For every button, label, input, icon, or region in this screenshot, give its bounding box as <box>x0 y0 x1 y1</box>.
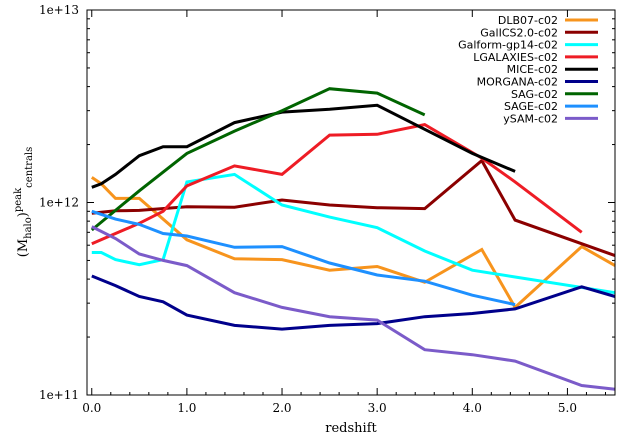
y-axis-label-close: ) <box>16 212 31 217</box>
series-line-MICE-c02 <box>91 103 516 189</box>
x-tick-label: 3.0 <box>368 401 387 415</box>
y-tick-label: 1e+11 <box>39 388 79 402</box>
x-tick-label: 0.0 <box>82 401 101 415</box>
y-axis-label: (Mhalo)peakcentrals <box>13 147 35 258</box>
legend-label: MICE-c02 <box>507 63 558 76</box>
y-tick-label: 1e+12 <box>39 196 79 210</box>
y-axis-label-main: (M <box>16 239 31 257</box>
y-axis-label-sub: halo <box>23 217 34 239</box>
x-tick-label: 5.0 <box>558 401 577 415</box>
y-axis-label-sup: peak <box>13 187 24 212</box>
x-axis-label: redshift <box>325 421 377 436</box>
x-tick-label: 2.0 <box>272 401 291 415</box>
series-line-Galform-gp14-c02 <box>91 172 616 295</box>
series-line-GalICS2.0-c02 <box>91 158 616 258</box>
legend-label: DLB07-c02 <box>498 14 558 27</box>
legend-label: Galform-gp14-c02 <box>458 39 558 52</box>
series-line-SAG-c02 <box>90 87 426 232</box>
legend-label: MORGANA-c02 <box>477 76 558 89</box>
series-lines <box>90 87 616 391</box>
series-line-ySAM-c02 <box>91 225 616 391</box>
y-axis-label-sub2: centrals <box>24 147 35 188</box>
legend-label: SAGE-c02 <box>504 100 558 113</box>
series-line-MORGANA-c02 <box>91 274 616 331</box>
y-tick-label: 1e+13 <box>39 3 79 17</box>
legend-label: LGALAXIES-c02 <box>473 51 558 64</box>
x-tick-label: 4.0 <box>463 401 482 415</box>
series-line-SAGE-c02 <box>91 209 516 307</box>
legend-label: ySAM-c02 <box>503 112 558 125</box>
x-tick-label: 1.0 <box>177 401 196 415</box>
axis-ticks: 0.0 1.0 2.0 3.0 4.0 5.0 1e+11 1e+12 1e+13 <box>39 3 615 415</box>
legend-label: SAG-c02 <box>511 88 558 101</box>
series-line-LGALAXIES-c02 <box>91 123 583 246</box>
series-line-DLB07-c02 <box>90 176 616 310</box>
legend-label: GalICS2.0-c02 <box>480 26 558 39</box>
legend: DLB07-c02GalICS2.0-c02Galform-gp14-c02LG… <box>458 14 598 125</box>
